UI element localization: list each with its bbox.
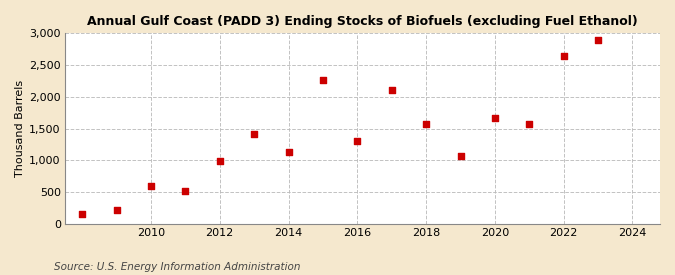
Point bbox=[386, 88, 397, 93]
Point bbox=[215, 159, 225, 163]
Point bbox=[317, 78, 328, 82]
Point bbox=[180, 189, 191, 194]
Title: Annual Gulf Coast (PADD 3) Ending Stocks of Biofuels (excluding Fuel Ethanol): Annual Gulf Coast (PADD 3) Ending Stocks… bbox=[87, 15, 638, 28]
Point bbox=[558, 54, 569, 58]
Point bbox=[352, 139, 362, 144]
Point bbox=[524, 122, 535, 126]
Y-axis label: Thousand Barrels: Thousand Barrels bbox=[15, 80, 25, 177]
Point bbox=[77, 212, 88, 216]
Point bbox=[593, 37, 603, 42]
Point bbox=[283, 150, 294, 154]
Text: Source: U.S. Energy Information Administration: Source: U.S. Energy Information Administ… bbox=[54, 262, 300, 272]
Point bbox=[455, 154, 466, 158]
Point bbox=[111, 208, 122, 212]
Point bbox=[146, 184, 157, 189]
Point bbox=[248, 132, 259, 136]
Point bbox=[421, 121, 431, 126]
Point bbox=[489, 116, 500, 121]
